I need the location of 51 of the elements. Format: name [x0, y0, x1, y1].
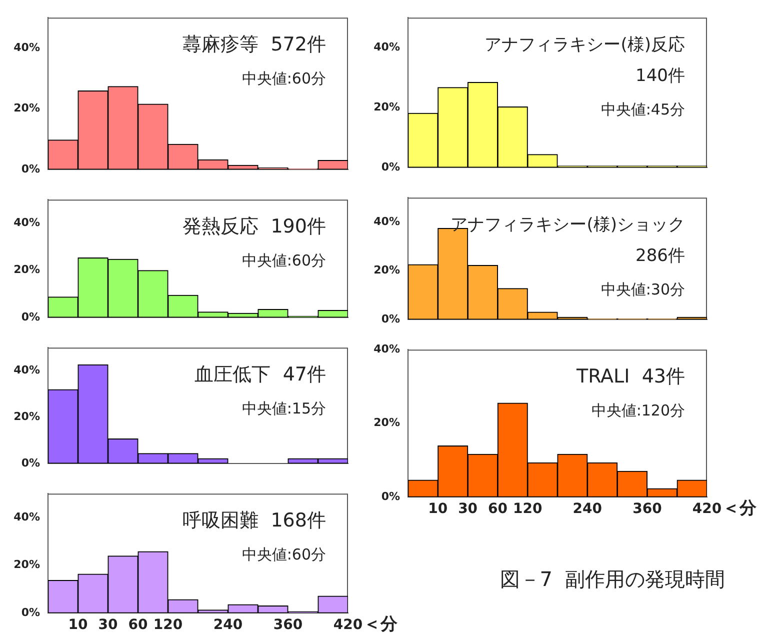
x-tick-label: 240 [572, 501, 602, 518]
text: 発熱反応 190件 [182, 216, 326, 238]
text: 血圧低下 47件 [194, 364, 326, 386]
text: TRALI 43件 [576, 366, 685, 388]
y-tick-label: 0% [381, 160, 400, 174]
x-tick-label: 420 [692, 501, 722, 518]
y-tick-label: 40% [14, 510, 40, 524]
y-tick-label: 20% [14, 102, 40, 115]
y-tick-label: 0% [21, 162, 40, 176]
x-tick-label: 10 [428, 501, 448, 518]
text: 呼吸困難 168件 [182, 510, 326, 532]
y-tick-label: 0% [21, 606, 40, 619]
y-tick-label: 40% [14, 216, 40, 230]
y-tick-label: 0% [21, 456, 40, 470]
x-tick-label: 360 [632, 501, 662, 518]
x-tick-label: 30 [458, 501, 478, 518]
y-tick-label: 0% [21, 310, 40, 324]
y-tick-label: 0% [381, 312, 400, 326]
x-axis-title: ＜分 [364, 614, 399, 634]
y-tick-label: 20% [374, 100, 400, 114]
x-tick-label: 120 [153, 617, 183, 634]
text: アナフィラキシー(様)反応 140件 [484, 35, 685, 86]
text: 中央値:60分 [242, 545, 326, 564]
text: 中央値:45分 [600, 100, 685, 118]
y-tick-label: 40% [374, 40, 400, 54]
y-tick-label: 40% [374, 214, 400, 228]
y-tick-label: 40% [14, 364, 40, 377]
text: 中央値:60分 [242, 69, 326, 88]
text: 中央値:120分 [591, 401, 685, 420]
x-tick-label: 240 [213, 617, 243, 634]
x-tick-label: 10 [68, 617, 88, 634]
x-tick-label: 360 [273, 617, 303, 634]
y-tick-label: 0% [381, 490, 400, 503]
x-tick-label: 60 [128, 617, 148, 634]
text: 中央値:15分 [242, 399, 326, 418]
y-tick-label: 20% [14, 558, 40, 572]
text: 蕁麻疹等 572件 [182, 34, 326, 56]
x-tick-label: 30 [98, 617, 118, 634]
y-tick-label: 20% [14, 263, 40, 276]
y-tick-label: 20% [374, 264, 400, 277]
y-tick-label: 40% [14, 40, 40, 54]
text: 図－7 副作用の発現時間 [500, 567, 726, 592]
x-tick-label: 60 [488, 501, 508, 518]
x-tick-label: 420 [333, 617, 363, 634]
text: 中央値:30分 [600, 280, 685, 298]
x-tick-label: 120 [512, 501, 542, 518]
text: 中央値:60分 [242, 251, 326, 270]
y-tick-label: 20% [374, 416, 400, 430]
y-tick-label: 40% [374, 342, 400, 356]
x-axis-title: ＜分 [722, 498, 758, 518]
y-tick-label: 20% [14, 410, 40, 423]
